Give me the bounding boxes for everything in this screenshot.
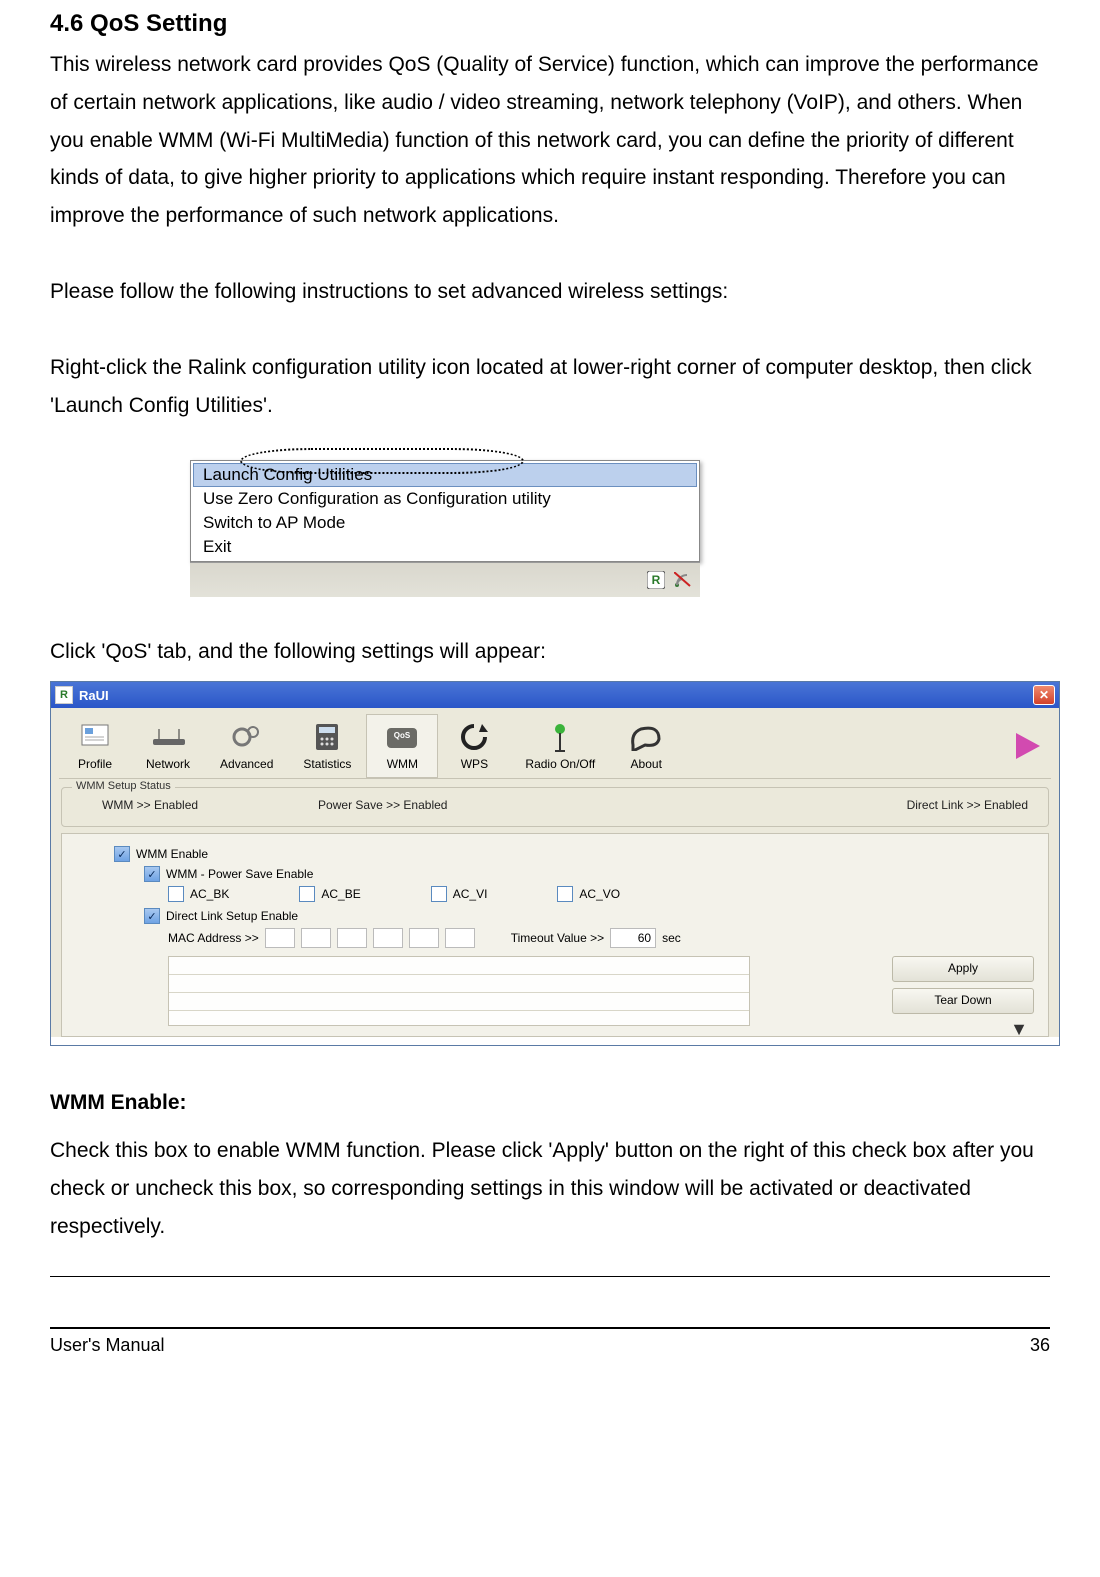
chk-direct-link[interactable]: ✓ [144, 908, 160, 924]
mac-address-label: MAC Address >> [168, 931, 259, 945]
tab-label: Radio On/Off [525, 757, 595, 771]
raui-app-icon: R [55, 686, 73, 704]
list-row [169, 1011, 749, 1028]
ac-bk-label: AC_BK [190, 887, 229, 901]
tab-about[interactable]: About [610, 714, 682, 778]
context-menu-screenshot: Launch Config Utilities Use Zero Configu… [190, 434, 700, 597]
status-power: Power Save >> Enabled [318, 798, 447, 812]
wmm-setup-status-group: WMM Setup Status WMM >> Enabled Power Sa… [61, 787, 1049, 827]
taskbar: R [190, 562, 700, 597]
status-wmm: WMM >> Enabled [102, 798, 198, 812]
wmm-enable-body: Check this box to enable WMM function. P… [50, 1132, 1050, 1245]
chk-ac-be[interactable] [299, 886, 315, 902]
toolbar-next-arrow[interactable] [1011, 728, 1047, 764]
list-row [169, 975, 749, 993]
mac-box-1[interactable] [265, 928, 295, 948]
tab-profile[interactable]: Profile [59, 714, 131, 778]
tray-wifi-icon[interactable] [674, 570, 694, 590]
ac-be-label: AC_BE [321, 887, 360, 901]
raui-window: R RaUI ✕ Profile Network Advanced [50, 681, 1060, 1046]
page-number: 36 [1030, 1335, 1050, 1356]
gear-icon [226, 719, 268, 755]
about-icon [625, 719, 667, 755]
ac-vi-label: AC_VI [453, 887, 488, 901]
refresh-icon [453, 719, 495, 755]
raui-titlebar: R RaUI ✕ [51, 682, 1059, 708]
tab-label: WMM [387, 757, 418, 771]
network-icon [147, 719, 189, 755]
antenna-icon [539, 719, 581, 755]
wmm-enable-heading: WMM Enable: [50, 1091, 187, 1114]
tab-label: About [631, 757, 662, 771]
footer-left: User's Manual [50, 1335, 164, 1356]
chk-power-save-label: WMM - Power Save Enable [166, 867, 313, 881]
calculator-icon [306, 719, 348, 755]
tab-label: Network [146, 757, 190, 771]
timeout-input[interactable]: 60 [610, 928, 656, 948]
profile-icon [74, 719, 116, 755]
tab-network[interactable]: Network [131, 714, 205, 778]
close-button[interactable]: ✕ [1033, 685, 1055, 705]
status-direct: Direct Link >> Enabled [907, 798, 1028, 812]
svg-text:R: R [652, 573, 661, 587]
ac-vo-label: AC_VO [579, 887, 620, 901]
tray-r-icon[interactable]: R [646, 570, 666, 590]
apply-button[interactable]: Apply [892, 956, 1034, 982]
timeout-label: Timeout Value >> [511, 931, 604, 945]
chk-wmm-enable[interactable]: ✓ [114, 846, 130, 862]
chk-wmm-enable-label: WMM Enable [136, 847, 208, 861]
list-row [169, 957, 749, 975]
tab-wps[interactable]: WPS [438, 714, 510, 778]
raui-title: RaUI [79, 688, 109, 703]
highlight-oval [240, 448, 524, 474]
direct-link-list[interactable] [168, 956, 750, 1026]
raui-toolbar: Profile Network Advanced Statistics QoS … [51, 708, 1059, 778]
qos-icon: QoS [381, 719, 423, 755]
tab-label: WPS [461, 757, 488, 771]
tab-advanced[interactable]: Advanced [205, 714, 288, 778]
ctxmenu-item-exit[interactable]: Exit [193, 535, 697, 559]
paragraph-1: This wireless network card provides QoS … [50, 46, 1050, 235]
mac-box-5[interactable] [409, 928, 439, 948]
mac-box-6[interactable] [445, 928, 475, 948]
paragraph-3: Right-click the Ralink configuration uti… [50, 349, 1050, 425]
tab-label: Profile [78, 757, 112, 771]
chk-direct-link-label: Direct Link Setup Enable [166, 909, 298, 923]
chk-ac-bk[interactable] [168, 886, 184, 902]
tab-wmm[interactable]: QoS WMM [366, 714, 438, 778]
ctxmenu-item-ap[interactable]: Switch to AP Mode [193, 511, 697, 535]
paragraph-4: Click 'QoS' tab, and the following setti… [50, 633, 1050, 671]
section-heading: 4.6 QoS Setting [50, 10, 1050, 38]
group-label: WMM Setup Status [72, 780, 175, 792]
context-menu: Launch Config Utilities Use Zero Configu… [190, 460, 700, 562]
list-row [169, 993, 749, 1011]
mac-box-3[interactable] [337, 928, 367, 948]
mac-box-2[interactable] [301, 928, 331, 948]
tab-label: Statistics [303, 757, 351, 771]
tab-radio[interactable]: Radio On/Off [510, 714, 610, 778]
mac-box-4[interactable] [373, 928, 403, 948]
timeout-unit: sec [662, 931, 681, 945]
teardown-button[interactable]: Tear Down [892, 988, 1034, 1014]
wmm-main-panel: ✓ WMM Enable ✓ WMM - Power Save Enable A… [61, 833, 1049, 1037]
tab-label: Advanced [220, 757, 273, 771]
tab-statistics[interactable]: Statistics [288, 714, 366, 778]
ctxmenu-item-zero[interactable]: Use Zero Configuration as Configuration … [193, 487, 697, 511]
chk-power-save[interactable]: ✓ [144, 866, 160, 882]
chk-ac-vi[interactable] [431, 886, 447, 902]
expand-arrow-icon[interactable]: ▼ [1010, 1019, 1028, 1040]
paragraph-2: Please follow the following instructions… [50, 273, 1050, 311]
svg-text:QoS: QoS [394, 731, 411, 740]
chk-ac-vo[interactable] [557, 886, 573, 902]
